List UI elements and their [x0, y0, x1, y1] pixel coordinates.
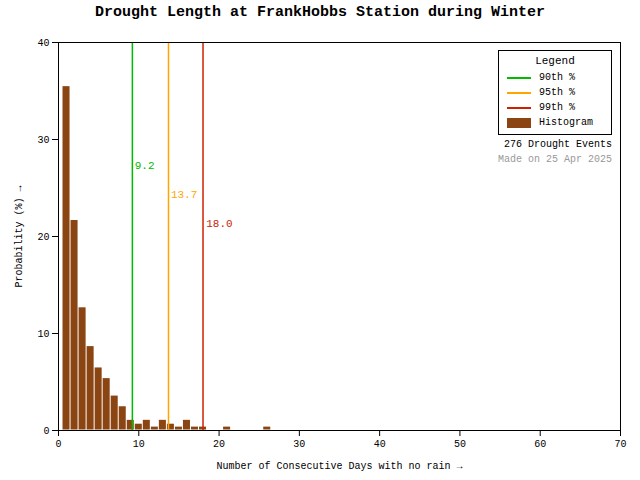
svg-text:60: 60: [534, 439, 546, 450]
svg-text:18.0: 18.0: [206, 218, 232, 230]
svg-text:20: 20: [213, 439, 225, 450]
html-text:95th %: 95th %: [539, 87, 575, 98]
svg-text:13.7: 13.7: [171, 189, 197, 201]
html-text:99th %: 99th %: [539, 102, 575, 113]
svg-text:0: 0: [55, 439, 61, 450]
svg-text:10: 10: [37, 329, 49, 340]
svg-text:30: 30: [293, 439, 305, 450]
svg-text:20: 20: [37, 232, 49, 243]
html-text:Legend: Legend: [535, 55, 575, 67]
svg-text:9.2: 9.2: [135, 160, 155, 172]
html-text:90th %: 90th %: [539, 72, 575, 83]
svg-text:Probability (%) →: Probability (%) →: [14, 185, 25, 287]
svg-text:40: 40: [374, 439, 386, 450]
svg-text:30: 30: [37, 135, 49, 146]
html-text:276 Drought Events: 276 Drought Events: [504, 139, 612, 150]
svg-text:10: 10: [133, 439, 145, 450]
svg-text:40: 40: [37, 38, 49, 49]
html-text:Drought Length at FrankHobbs S: Drought Length at FrankHobbs Station dur…: [95, 4, 545, 21]
svg-text:Number of Consecutive Days wit: Number of Consecutive Days with no rain …: [216, 461, 462, 472]
svg-text:70: 70: [614, 439, 626, 450]
svg-text:0: 0: [43, 426, 49, 437]
html-text:Made on 25 Apr 2025: Made on 25 Apr 2025: [498, 154, 612, 165]
html-text:Histogram: Histogram: [539, 117, 593, 128]
svg-text:50: 50: [454, 439, 466, 450]
